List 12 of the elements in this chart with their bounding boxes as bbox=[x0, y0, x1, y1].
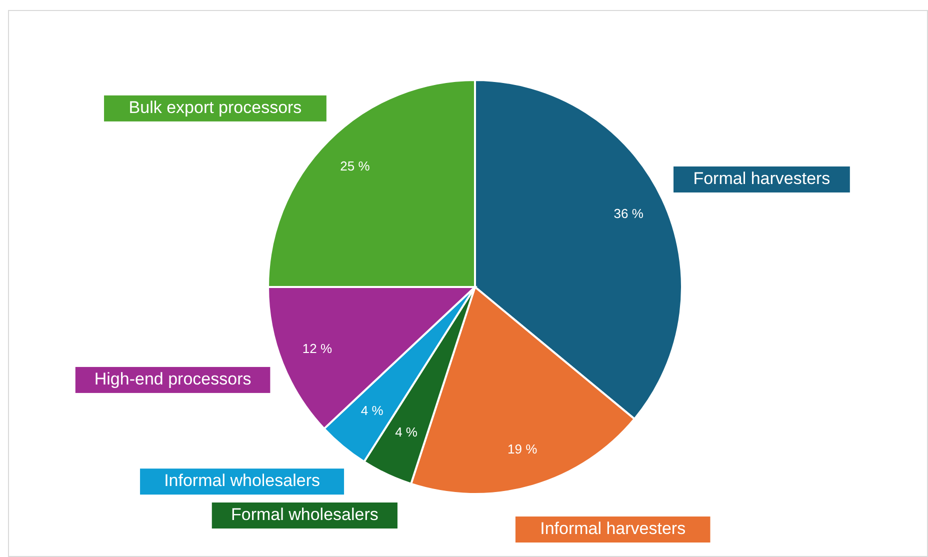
slice-label: Formal harvesters bbox=[693, 168, 830, 188]
slice-label: Bulk export processors bbox=[128, 98, 302, 117]
slice-label: Informal harvesters bbox=[540, 518, 686, 538]
data-label: 19 % bbox=[508, 441, 538, 456]
data-label: 36 % bbox=[614, 206, 644, 222]
data-label: 4 % bbox=[395, 424, 418, 440]
data-label: 25 % bbox=[340, 158, 370, 174]
slice-label: High-end processors bbox=[94, 369, 252, 388]
data-label: 12 % bbox=[302, 340, 332, 356]
slice-label: Formal wholesalers bbox=[230, 504, 378, 524]
slice-label: Informal wholesalers bbox=[164, 471, 320, 490]
data-label: 4 % bbox=[360, 402, 384, 418]
